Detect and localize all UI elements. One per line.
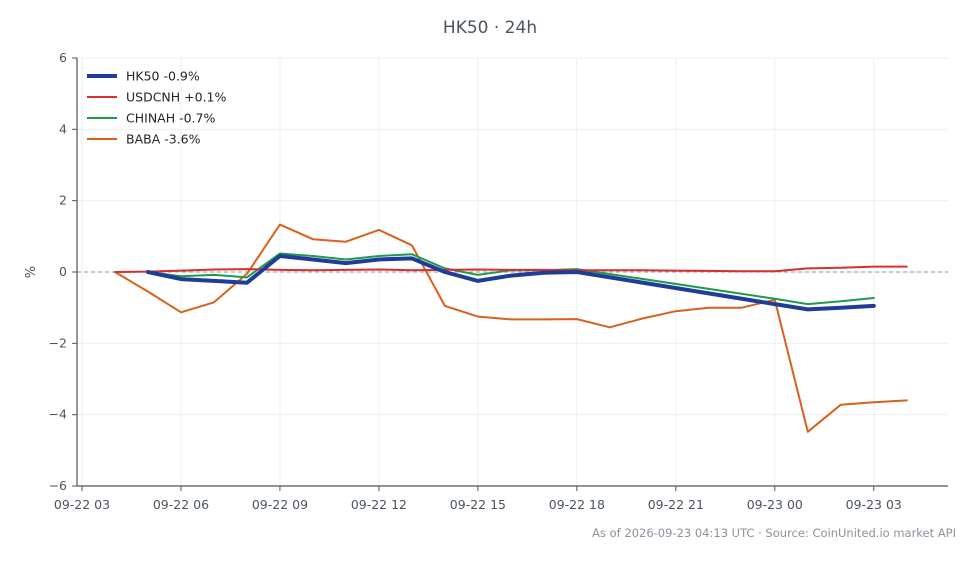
y-tick-label: 6 [59,50,67,65]
x-tick-label: 09-22 09 [252,497,308,512]
legend-label-2: CHINAH -0.7% [126,111,215,126]
series-line-1 [114,265,908,273]
chart-title: HK50 · 24h [442,18,538,38]
y-tick-label: 0 [59,264,67,279]
x-tick-label: 09-23 03 [846,497,902,512]
x-tick-label: 09-22 21 [648,497,704,512]
legend: HK50 -0.9% USDCNH +0.1% CHINAH -0.7% BABA -… [87,69,227,147]
legend-label-0: HK50 -0.9% [126,69,200,84]
y-tick-label: 4 [59,121,67,136]
y-tick-label: −6 [49,478,67,493]
x-tick-label: 09-22 12 [351,497,407,512]
legend-label-1: USDCNH +0.1% [126,90,227,105]
x-tick-label: 09-22 18 [549,497,605,512]
y-tick-label: −4 [49,407,67,422]
series-line-3 [114,223,908,433]
series-line-0 [146,254,876,312]
x-tick-label: 09-23 00 [747,497,803,512]
y-tick-label: 2 [59,193,67,208]
y-axis-label: % [24,266,39,278]
legend-label-3: BABA -3.6% [126,132,201,147]
x-tick-label: 09-22 06 [153,497,209,512]
x-tick-label: 09-22 15 [450,497,506,512]
footer-source-note: As of 2026-09-23 04:13 UTC · Source: Coi… [592,526,956,540]
series-line-2 [147,252,875,306]
x-tick-label: 09-22 03 [54,497,110,512]
y-tick-label: −2 [49,335,67,350]
